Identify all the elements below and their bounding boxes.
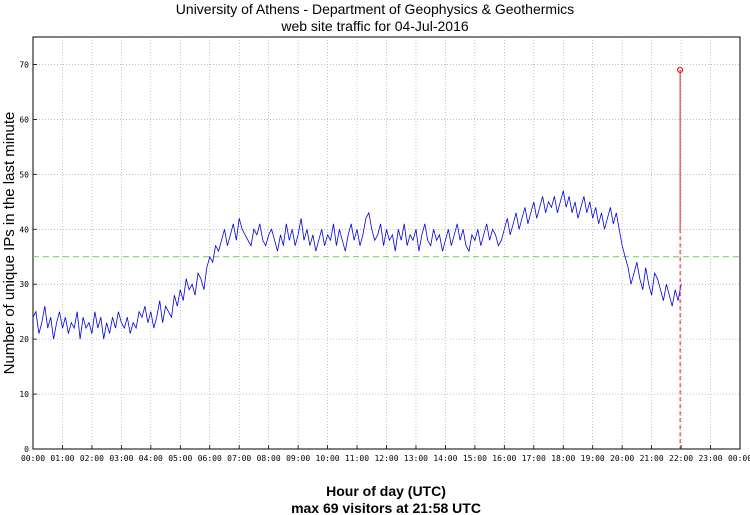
y-tick-label: 20 — [19, 335, 29, 344]
x-tick-label: 02:00 — [80, 454, 104, 463]
x-tick-label: 10:00 — [316, 454, 340, 463]
x-tick-label: 16:00 — [492, 454, 516, 463]
x-tick-label: 09:00 — [286, 454, 310, 463]
x-tick-label: 04:00 — [139, 454, 163, 463]
x-tick-label: 14:00 — [433, 454, 457, 463]
y-tick-label: 10 — [19, 390, 29, 399]
chart-subtitle: web site traffic for 04-Jul-2016 — [280, 18, 468, 34]
y-tick-label: 50 — [19, 170, 29, 179]
y-axis-label: Number of unique IPs in the last minute — [1, 112, 18, 375]
y-tick-label: 70 — [19, 60, 29, 69]
x-tick-label: 06:00 — [198, 454, 222, 463]
y-tick-labels: 0 10 20 30 40 50 60 70 — [19, 60, 29, 454]
x-tick-label: 18:00 — [551, 454, 575, 463]
x-tick-label: 17:00 — [522, 454, 546, 463]
x-tick-label: 08:00 — [257, 454, 281, 463]
x-tick-labels: 00:00 01:00 02:00 03:00 04:00 05:00 06:00 07:00… — [21, 454, 750, 463]
plot-area — [32, 36, 741, 450]
x-tick-label: 13:00 — [404, 454, 428, 463]
x-tick-label: 00:00 — [21, 454, 45, 463]
y-tick-label: 40 — [19, 225, 29, 234]
axis-ticks — [32, 64, 741, 450]
grid — [33, 37, 740, 449]
series-line — [32, 190, 682, 340]
x-tick-label: 01:00 — [50, 454, 74, 463]
max-visitors-note: max 69 visitors at 21:58 UTC — [291, 500, 481, 515]
x-tick-label: 20:00 — [610, 454, 634, 463]
x-axis-label: Hour of day (UTC) — [326, 483, 446, 499]
chart-title: University of Athens - Department of Geo… — [176, 1, 574, 17]
x-tick-label: 15:00 — [463, 454, 487, 463]
x-tick-label: 23:00 — [698, 454, 722, 463]
max-marker — [677, 66, 684, 74]
x-tick-label: 12:00 — [374, 454, 398, 463]
x-tick-label: 05:00 — [168, 454, 192, 463]
x-tick-label: 03:00 — [109, 454, 133, 463]
x-tick-label: 21:00 — [640, 454, 664, 463]
x-tick-label: 19:00 — [581, 454, 605, 463]
y-tick-label: 0 — [24, 445, 29, 454]
y-tick-label: 30 — [19, 280, 29, 289]
x-tick-label: 00:00 — [728, 454, 750, 463]
x-tick-label: 11:00 — [345, 454, 369, 463]
x-tick-label: 07:00 — [227, 454, 251, 463]
x-tick-label: 22:00 — [669, 454, 693, 463]
y-tick-label: 60 — [19, 115, 29, 124]
